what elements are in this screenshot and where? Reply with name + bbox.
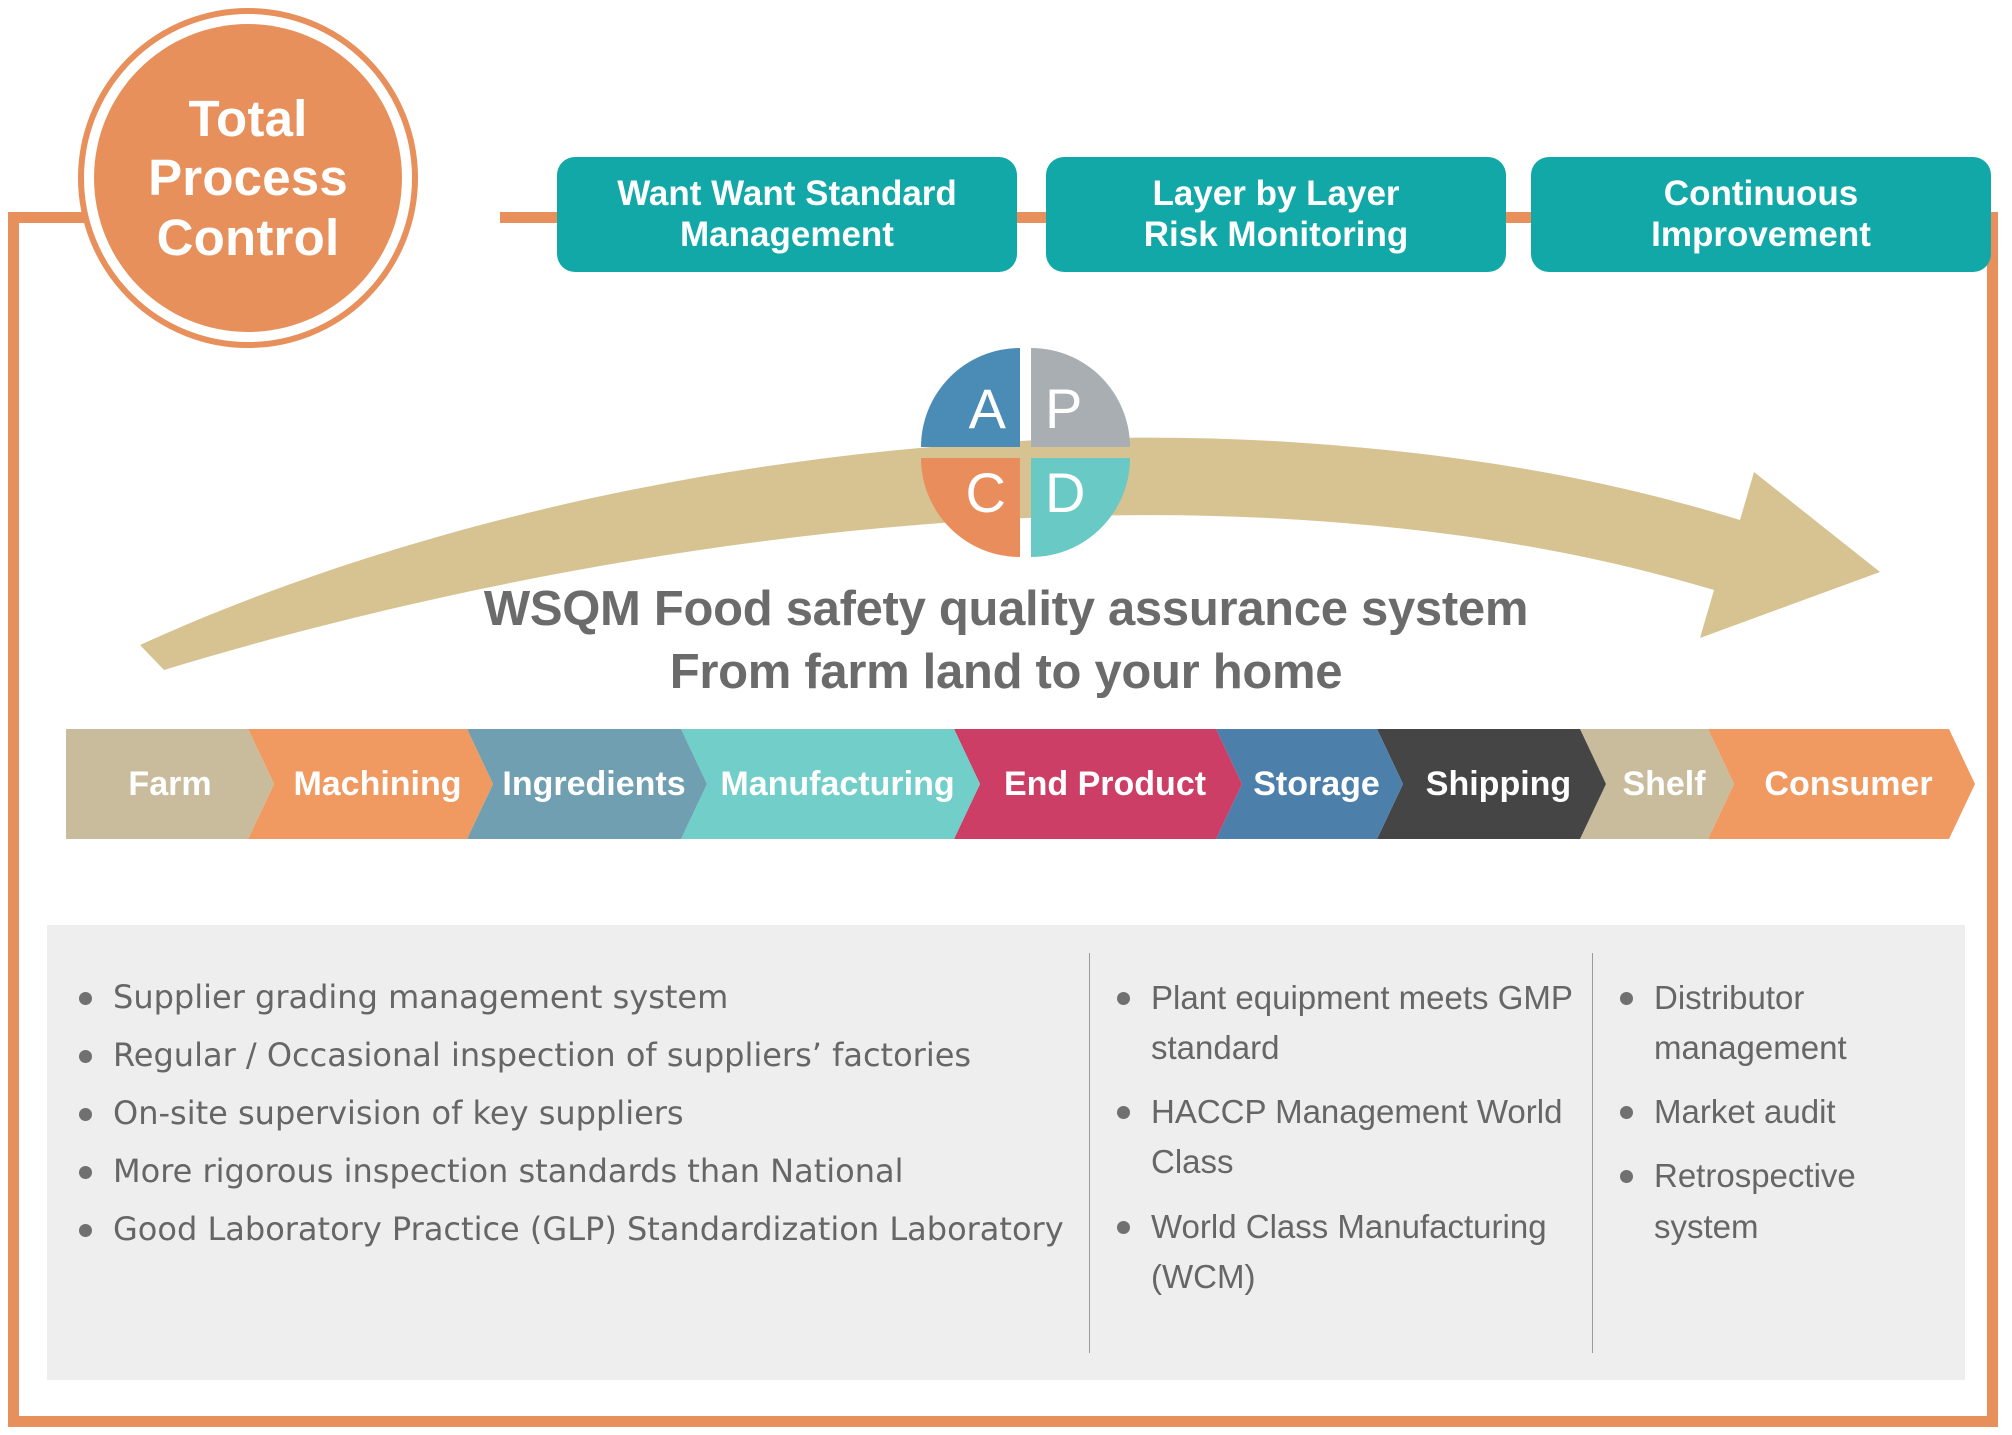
pdca-quadrant-do[interactable]: D xyxy=(1031,458,1130,557)
details-column-supplier: Supplier grading management system Regula… xyxy=(69,925,1079,1263)
arrow-body xyxy=(140,437,1880,670)
bullet-item: On-site supervision of key suppliers xyxy=(69,1089,1079,1137)
process-step-machining[interactable]: Machining xyxy=(248,729,493,839)
column-divider-2 xyxy=(1592,953,1593,1353)
details-column-distribution: Distributor management Market audit Retros… xyxy=(1610,925,1950,1266)
bullet-item: Supplier grading management system xyxy=(69,973,1079,1021)
pillar-0-line1: Want Want Standard xyxy=(617,174,957,214)
pillar-continuous-improvement[interactable]: Continuous Improvement xyxy=(1531,157,1991,272)
wsqm-heading-line2: From farm land to your home xyxy=(669,644,1343,699)
process-step-label: Machining xyxy=(293,764,462,803)
total-process-control-badge: Total Process Control xyxy=(78,8,418,348)
pillar-0-line2: Management xyxy=(680,214,894,254)
pdca-letter-a: A xyxy=(968,377,1006,440)
wsqm-heading: WSQM Food safety quality assurance syste… xyxy=(0,578,2012,703)
bullet-item: More rigorous inspection standards than … xyxy=(69,1147,1079,1195)
details-column-plant: Plant equipment meets GMP standard HACCP … xyxy=(1107,925,1577,1316)
badge-label: Total Process Control xyxy=(148,89,348,268)
process-flow-bar: Farm Machining Ingredients Manufacturing End… xyxy=(66,729,1975,839)
badge-label-line1: Total xyxy=(188,89,308,147)
process-step-label: Shipping xyxy=(1425,764,1572,803)
wsqm-heading-line1: WSQM Food safety quality assurance syste… xyxy=(483,582,1529,636)
pillar-2-line1: Continuous xyxy=(1663,174,1859,214)
pillar-2-line2: Improvement xyxy=(1651,214,1871,254)
process-step-consumer[interactable]: Consumer xyxy=(1708,729,1975,839)
process-step-label: Manufacturing xyxy=(720,764,955,803)
process-step-storage[interactable]: Storage xyxy=(1216,729,1403,839)
pdca-letter-c: C xyxy=(965,461,1006,524)
process-step-ingredients[interactable]: Ingredients xyxy=(467,729,707,839)
bullet-item: Market audit xyxy=(1610,1087,1950,1137)
pdca-quadrant-plan[interactable]: P xyxy=(1031,348,1130,447)
badge-label-line3: Control xyxy=(156,208,340,266)
bullet-item: Distributor management xyxy=(1610,973,1950,1073)
process-step-shipping[interactable]: Shipping xyxy=(1377,729,1606,839)
pdca-letter-d: D xyxy=(1045,461,1086,524)
process-step-manufacturing[interactable]: Manufacturing xyxy=(681,729,980,839)
connector-line-1 xyxy=(500,212,570,223)
pillar-1-line2: Risk Monitoring xyxy=(1143,214,1409,254)
pdca-quadrant-check[interactable]: C xyxy=(921,458,1020,557)
pillar-want-want-standard-management[interactable]: Want Want Standard Management xyxy=(557,157,1017,272)
connector-line-3 xyxy=(1495,212,1545,223)
bullet-item: Retrospective system xyxy=(1610,1151,1950,1251)
process-step-label: Consumer xyxy=(1764,764,1933,803)
bullet-item: Plant equipment meets GMP standard xyxy=(1107,973,1577,1073)
pdca-cycle-circle: A P C D xyxy=(921,348,1130,557)
badge-inner-circle: Total Process Control xyxy=(94,24,402,332)
process-step-farm[interactable]: Farm xyxy=(66,729,274,839)
pdca-letter-p: P xyxy=(1045,377,1083,440)
process-step-label: Storage xyxy=(1253,764,1380,803)
bullet-list-plant: Plant equipment meets GMP standard HACCP … xyxy=(1107,973,1577,1302)
connector-line-2 xyxy=(1005,212,1060,223)
process-step-label: Ingredients xyxy=(502,764,686,803)
bullet-item: HACCP Management World Class xyxy=(1107,1087,1577,1187)
pillar-1-line1: Layer by Layer xyxy=(1152,174,1400,214)
bullet-item: World Class Manufacturing (WCM) xyxy=(1107,1202,1577,1302)
bullet-list-supplier: Supplier grading management system Regula… xyxy=(69,973,1079,1253)
process-step-label: Farm xyxy=(128,764,212,803)
badge-label-line2: Process xyxy=(148,149,348,207)
process-step-label: Shelf xyxy=(1622,764,1706,803)
improvement-cycle-arrow xyxy=(140,437,1880,670)
column-divider-1 xyxy=(1089,953,1090,1353)
process-step-label: End Product xyxy=(1003,764,1207,803)
bullet-item: Regular / Occasional inspection of suppl… xyxy=(69,1031,1079,1079)
bullet-item: Good Laboratory Practice (GLP) Standardi… xyxy=(69,1205,1079,1253)
process-step-end-product[interactable]: End Product xyxy=(954,729,1242,839)
pillar-layer-by-layer-risk-monitoring[interactable]: Layer by Layer Risk Monitoring xyxy=(1046,157,1506,272)
details-panel: Supplier grading management system Regula… xyxy=(47,925,1965,1380)
pdca-quadrant-act[interactable]: A xyxy=(921,348,1020,447)
bullet-list-distribution: Distributor management Market audit Retros… xyxy=(1610,973,1950,1252)
